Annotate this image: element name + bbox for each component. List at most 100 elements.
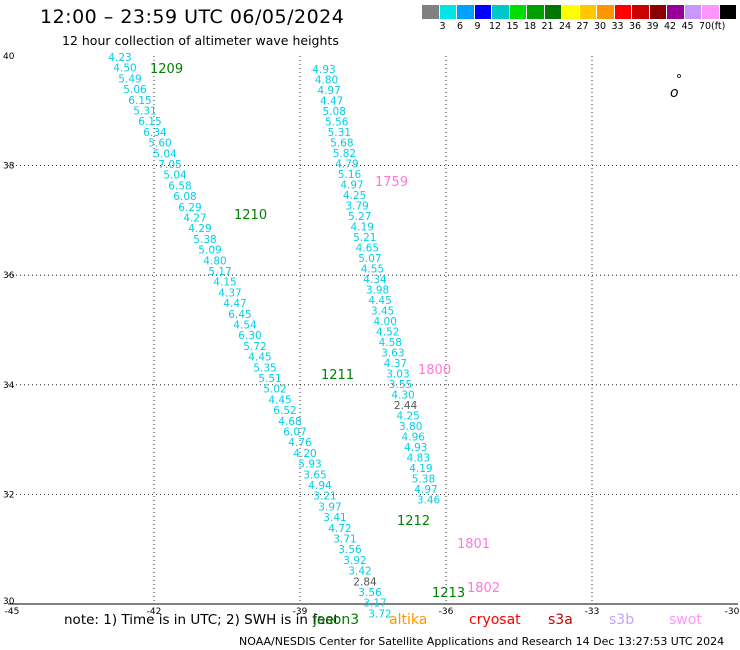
lon-tick-label: -30 [725,607,740,617]
legend-label: 24 [558,21,572,32]
legend-swatch [562,5,580,19]
footnote: note: 1) Time is in UTC; 2) SWH is in fe… [64,612,339,628]
wave-height-value: 5.04 [153,148,177,160]
satellite-s3a: s3a [548,612,573,628]
wave-height-value: 4.34 [363,274,387,286]
wave-height-value: 5.21 [353,232,376,244]
lat-tick-label: 36 [3,271,15,281]
lat-tick-label: 30 [3,597,15,607]
wave-height-value: 4.80 [203,255,226,267]
wave-height-value: 4.29 [188,223,211,235]
wave-height-value: 5.35 [253,362,276,374]
wave-height-value: 6.58 [168,180,191,192]
wave-height-value: 3.80 [399,421,422,433]
wave-height-value: 4.93 [312,64,335,76]
wave-height-value: 5.56 [325,117,349,129]
wave-height-value: 5.93 [298,459,321,471]
wave-height-value: 4.79 [335,159,358,171]
legend-swatch [509,5,527,19]
legend-label: 18 [523,21,537,32]
lat-tick-label: 38 [3,162,15,172]
lat-tick-label: 32 [3,490,14,500]
satellite-altika: altika [389,612,428,628]
legend-unit: (ft) [711,21,726,32]
wave-height-value: 4.23 [108,52,131,64]
wave-height-value: 4.97 [414,484,437,496]
satellite-swot: swot [669,612,702,628]
wave-height-value: 5.31 [133,106,156,118]
wave-height-value: 4.25 [343,190,366,202]
island-label: o [670,85,679,101]
wave-height-value: 3.56 [338,544,362,556]
wave-height-value: 3.65 [303,469,326,481]
wave-height-value: 4.80 [315,75,338,87]
wave-height-value: 4.27 [183,213,206,225]
satellite-s3b: s3b [609,612,635,628]
wave-height-value: 4.76 [288,437,312,449]
wave-height-value: 3.92 [343,555,366,567]
wave-height-value: 4.94 [308,480,332,492]
wave-height-value: 4.19 [351,222,374,234]
legend-swatch [614,5,632,19]
legend-label: 15 [506,21,519,32]
wave-height-value: 6.29 [178,202,201,214]
credit-line: NOAA/NESDIS Center for Satellite Applica… [239,635,725,648]
pass-id-label: 1211 [321,368,354,383]
wave-height-value: 3.03 [386,369,409,381]
wave-height-value: 3.42 [348,566,371,578]
wave-height-value: 6.07 [283,427,306,439]
wave-height-value: 3.71 [333,534,356,546]
wave-height-value: 5.51 [258,373,281,385]
lon-tick-label: -42 [147,607,162,617]
legend-swatch [649,5,667,19]
wave-height-value: 4.97 [340,180,363,192]
wave-height-value: 6.08 [173,191,196,203]
wave-height-value: 4.00 [374,316,397,328]
wave-height-value: 3.98 [366,285,389,297]
wave-height-value: 4.55 [361,264,384,276]
wave-height-value: 5.06 [123,84,147,96]
wave-height-value: 4.45 [268,394,291,406]
legend-swatch [474,5,492,19]
map-subtitle: 12 hour collection of altimeter wave hei… [62,33,339,48]
wave-height-value: 6.15 [138,116,161,128]
legend-label: 21 [541,21,554,32]
wave-height-value: 6.45 [228,309,251,321]
wave-height-value: 4.68 [278,416,301,428]
wave-height-value: 5.49 [118,73,141,85]
wave-height-value: 5.07 [358,253,381,265]
map-grid [8,56,738,605]
pass-id-label: 1801 [457,537,490,552]
wave-height-value: 4.19 [409,463,432,475]
legend-swatch [544,5,562,19]
pass-id-label: 1212 [397,514,430,529]
wave-height-value: 4.52 [376,327,399,339]
wave-height-value: 4.20 [293,448,316,460]
legend-label: 39 [646,21,659,32]
wave-height-value: 5.04 [163,170,187,182]
lon-tick-label: -39 [293,607,308,617]
legend-swatch [719,5,737,19]
wave-height-value: 4.37 [384,358,407,370]
wave-height-value: 5.72 [243,341,266,353]
wave-height-value: 2.44 [394,400,418,412]
wave-height-value: 4.25 [396,411,419,423]
wave-height-value: 5.38 [193,234,216,246]
wave-height-value: 6.30 [238,330,261,342]
wave-height-value: 4.50 [113,63,136,75]
legend-swatch [684,5,702,19]
wave-height-value: 7.05 [158,159,181,171]
wave-height-value: 5.16 [338,169,362,181]
legend-label: 45 [681,21,694,32]
wave-height-value: 4.45 [368,295,391,307]
pass-id-label: 1802 [467,581,500,596]
legend-swatch [579,5,597,19]
pass-id-label: 1210 [234,208,267,223]
lat-tick-label: 34 [3,381,15,391]
wave-height-value: 4.15 [213,277,236,289]
lon-tick-label: -36 [439,607,454,617]
wave-height-value: 5.17 [208,266,231,278]
map-title: 12:00 – 23:59 UTC 06/05/2024 [40,6,345,28]
legend-label: 33 [611,21,624,32]
